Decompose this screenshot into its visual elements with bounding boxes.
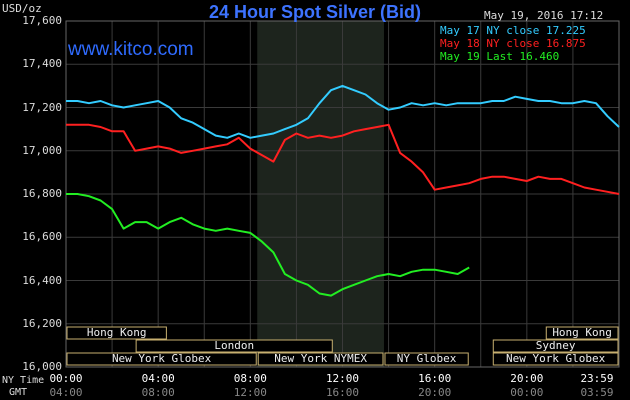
x-tick-label-gmt: 20:00 — [418, 386, 452, 399]
y-tick-label: 17,400 — [22, 57, 62, 71]
x-tick-label: 23:59 — [580, 372, 614, 385]
session-box — [135, 339, 333, 353]
chart-title: 24 Hour Spot Silver (Bid) — [208, 2, 422, 22]
x-tick-label: 12:00 — [325, 372, 360, 385]
session-label: Sydney — [535, 339, 576, 352]
session-box — [492, 339, 619, 353]
y-tick-label: 16,000 — [22, 360, 62, 373]
session-label: Hong Kong — [552, 326, 612, 339]
session-box — [545, 326, 619, 340]
session-label: Hong Kong — [86, 326, 147, 339]
x-tick-label-gmt: 03:59 — [580, 386, 614, 399]
x-tick-label: 16:00 — [418, 372, 452, 385]
y-tick-label: 16,600 — [22, 230, 62, 244]
session-box — [66, 352, 257, 366]
session-label: London — [214, 339, 255, 352]
x-tick-label: 00:00 — [49, 372, 83, 385]
y-tick-label: 17,600 — [22, 14, 62, 27]
legend-item: May 17 NY close 17.225 — [440, 24, 586, 37]
session-label: NY Globex — [396, 352, 457, 365]
series-line — [66, 84, 620, 139]
series-line — [66, 193, 470, 297]
unit-label: USD/oz — [2, 2, 42, 15]
brand-link[interactable]: www.kitco.com — [68, 39, 194, 60]
session-label: New York Globex — [505, 352, 606, 365]
x-tick-label: 04:00 — [141, 372, 175, 385]
y-tick-label: 16,200 — [22, 316, 62, 330]
x-tick-label-gmt: 04:00 — [49, 386, 83, 399]
series-line — [66, 123, 620, 195]
legend-item: May 19 Last 16.460 — [440, 50, 560, 63]
x-tick-label-gmt: 12:00 — [233, 386, 267, 399]
gmt-label: GMT — [9, 387, 28, 398]
y-tick-label: 17,000 — [22, 143, 62, 157]
legend-item: May 18 NY close 16.875 — [440, 37, 586, 50]
x-tick-label: 20:00 — [510, 372, 544, 385]
y-tick-label: 17,200 — [22, 100, 62, 114]
ny-time-label: NY Time — [2, 375, 45, 386]
y-tick-label: 16,400 — [22, 273, 62, 287]
x-tick-label: 08:00 — [233, 372, 267, 385]
session-label: New York Globex — [111, 352, 212, 365]
session-label: New York NYMEX — [274, 352, 367, 365]
session-box — [384, 352, 469, 366]
session-box — [257, 352, 384, 366]
session-box — [66, 326, 167, 340]
x-tick-label-gmt: 00:00 — [510, 386, 544, 399]
legend: May 17 NY close 17.225 May 18 NY close 1… — [440, 24, 586, 63]
session-box — [492, 352, 619, 366]
x-tick-label-gmt: 16:00 — [325, 386, 360, 399]
timestamp: May 19, 2016 17:12 — [484, 9, 604, 22]
y-tick-label: 16,800 — [22, 187, 62, 200]
x-tick-label-gmt: 08:00 — [141, 386, 175, 399]
